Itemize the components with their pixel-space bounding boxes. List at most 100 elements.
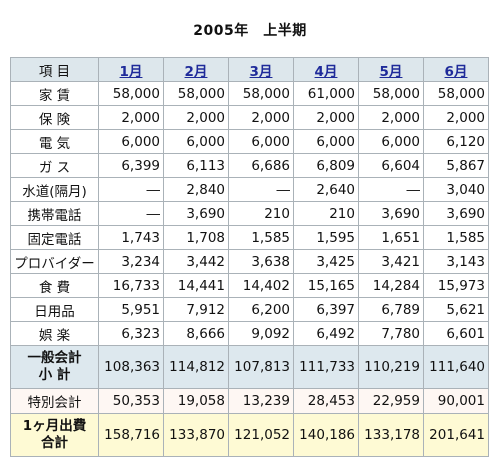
cell-value: 210	[228, 201, 294, 226]
month-link-5[interactable]: 5月	[358, 57, 424, 82]
cell-value: 6,397	[293, 297, 359, 322]
cell-value: 6,000	[228, 129, 294, 154]
total-value: 133,870	[163, 413, 229, 457]
cell-value: 5,951	[98, 297, 164, 322]
table-row: 固定電話 1,743 1,708 1,585 1,595 1,651 1,585	[10, 225, 489, 250]
cell-value: 3,442	[163, 249, 229, 274]
subtotal-label: 一般会計 小 計	[10, 345, 99, 389]
cell-value: 58,000	[163, 81, 229, 106]
cell-value: 1,651	[358, 225, 424, 250]
row-label: 日用品	[10, 297, 99, 322]
total-value: 201,641	[423, 413, 489, 457]
cell-value: 6,399	[98, 153, 164, 178]
cell-value: 6,323	[98, 321, 164, 346]
table-row: 食 費 16,733 14,441 14,402 15,165 14,284 15,973	[10, 273, 489, 298]
cell-value: 3,143	[423, 249, 489, 274]
table-row: 保 険 2,000 2,000 2,000 2,000 2,000 2,000	[10, 105, 489, 130]
row-label: プロバイダー	[10, 249, 99, 274]
subtotal-value: 107,813	[228, 345, 294, 389]
cell-value: 3,040	[423, 177, 489, 202]
cell-value: 6,809	[293, 153, 359, 178]
total-value: 133,178	[358, 413, 424, 457]
cell-value: 2,000	[228, 105, 294, 130]
cell-value: 58,000	[98, 81, 164, 106]
total-value: 121,052	[228, 413, 294, 457]
cell-value: 3,234	[98, 249, 164, 274]
cell-value: 16,733	[98, 273, 164, 298]
row-label: 電 気	[10, 129, 99, 154]
cell-value: 9,092	[228, 321, 294, 346]
cell-value: 6,686	[228, 153, 294, 178]
special-value: 22,959	[358, 388, 424, 414]
cell-value: ―	[98, 177, 164, 202]
cell-value: 6,000	[98, 129, 164, 154]
header-row: 項 目 1月 2月 3月 4月 5月 6月	[10, 57, 489, 82]
cell-value: 1,585	[423, 225, 489, 250]
subtotal-label-line2: 小 計	[38, 367, 71, 383]
subtotal-value: 111,640	[423, 345, 489, 389]
cell-value: 2,840	[163, 177, 229, 202]
subtotal-label-line1: 一般会計	[27, 350, 82, 366]
table-row: 日用品 5,951 7,912 6,200 6,397 6,789 5,621	[10, 297, 489, 322]
cell-value: 14,284	[358, 273, 424, 298]
cell-value: 8,666	[163, 321, 229, 346]
cell-value: 61,000	[293, 81, 359, 106]
cell-value: 58,000	[358, 81, 424, 106]
cell-value: 7,780	[358, 321, 424, 346]
cell-value: 7,912	[163, 297, 229, 322]
row-label: 固定電話	[10, 225, 99, 250]
table-row: 家 賃 58,000 58,000 58,000 61,000 58,000 58,000	[10, 81, 489, 106]
cell-value: 1,708	[163, 225, 229, 250]
cell-value: 3,425	[293, 249, 359, 274]
month-link-4[interactable]: 4月	[293, 57, 359, 82]
cell-value: 6,000	[293, 129, 359, 154]
cell-value: 6,601	[423, 321, 489, 346]
cell-value: 58,000	[228, 81, 294, 106]
row-label: 保 険	[10, 105, 99, 130]
row-label: 携帯電話	[10, 201, 99, 226]
cell-value: 1,595	[293, 225, 359, 250]
header-item-label: 項 目	[10, 57, 99, 82]
special-value: 28,453	[293, 388, 359, 414]
page-title: 2005年 上半期	[193, 23, 307, 39]
month-link-6[interactable]: 6月	[423, 57, 489, 82]
month-link-2[interactable]: 2月	[163, 57, 229, 82]
cell-value: 14,402	[228, 273, 294, 298]
row-label: ガ ス	[10, 153, 99, 178]
cell-value: 1,585	[228, 225, 294, 250]
cell-value: 6,000	[163, 129, 229, 154]
row-label: 娯 楽	[10, 321, 99, 346]
subtotal-value: 108,363	[98, 345, 164, 389]
total-row: 1ヶ月出費 合計 158,716 133,870 121,052 140,186…	[10, 413, 489, 457]
total-value: 158,716	[98, 413, 164, 457]
cell-value: 2,000	[293, 105, 359, 130]
special-value: 19,058	[163, 388, 229, 414]
budget-table: 項 目 1月 2月 3月 4月 5月 6月 家 賃 58,000 58,000 58,…	[10, 57, 489, 457]
special-row: 特別会計 50,353 19,058 13,239 28,453 22,959 …	[10, 388, 489, 414]
cell-value: 6,120	[423, 129, 489, 154]
cell-value: 1,743	[98, 225, 164, 250]
table-row: 娯 楽 6,323 8,666 9,092 6,492 7,780 6,601	[10, 321, 489, 346]
cell-value: 15,165	[293, 273, 359, 298]
cell-value: 15,973	[423, 273, 489, 298]
total-label: 1ヶ月出費 合計	[10, 413, 99, 457]
special-value: 50,353	[98, 388, 164, 414]
total-label-line1: 1ヶ月出費	[22, 418, 87, 434]
cell-value: 3,421	[358, 249, 424, 274]
subtotal-row: 一般会計 小 計 108,363 114,812 107,813 111,733…	[10, 345, 489, 389]
month-link-3[interactable]: 3月	[228, 57, 294, 82]
table-row: 携帯電話 ― 3,690 210 210 3,690 3,690	[10, 201, 489, 226]
table-row: ガ ス 6,399 6,113 6,686 6,809 6,604 5,867	[10, 153, 489, 178]
cell-value: 2,640	[293, 177, 359, 202]
subtotal-value: 111,733	[293, 345, 359, 389]
table-row: プロバイダー 3,234 3,442 3,638 3,425 3,421 3,143	[10, 249, 489, 274]
cell-value: 2,000	[163, 105, 229, 130]
special-value: 90,001	[423, 388, 489, 414]
cell-value: 14,441	[163, 273, 229, 298]
cell-value: 6,000	[358, 129, 424, 154]
month-link-1[interactable]: 1月	[98, 57, 164, 82]
cell-value: 6,604	[358, 153, 424, 178]
table-row: 電 気 6,000 6,000 6,000 6,000 6,000 6,120	[10, 129, 489, 154]
cell-value: 3,638	[228, 249, 294, 274]
